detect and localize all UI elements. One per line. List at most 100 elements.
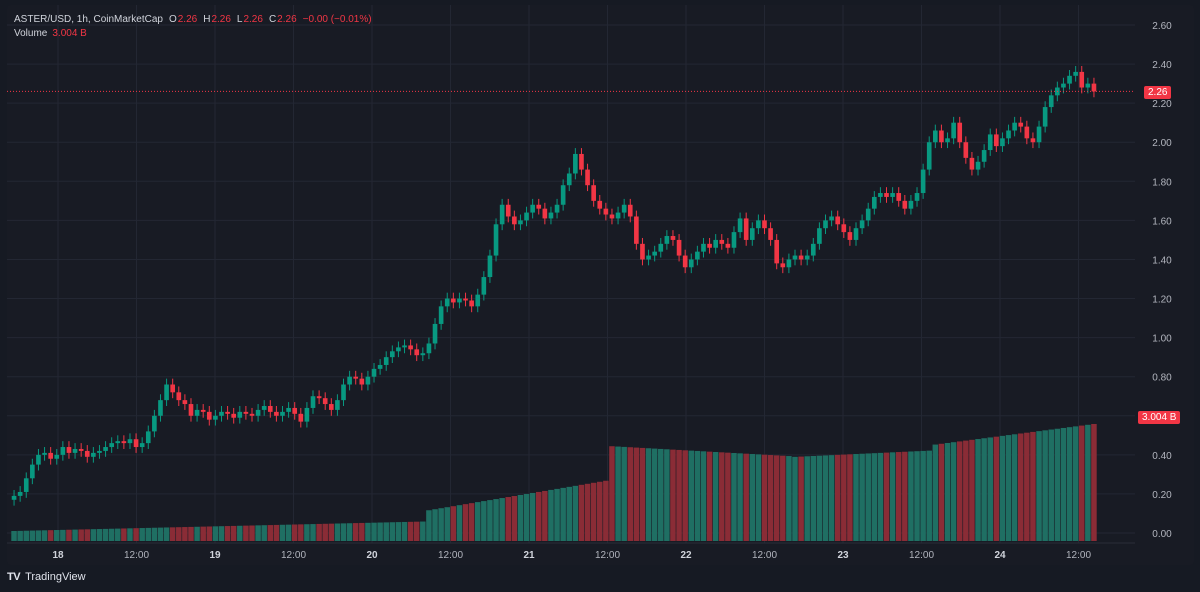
volume-bar [627,447,634,541]
chart-legend: ASTER/USD, 1h, CoinMarketCap O 2.26 H 2.26… [14,13,372,41]
tradingview-logo-icon: TV [7,571,21,583]
volume-bar [29,530,36,541]
volume-bar [316,523,322,541]
candle-body [438,306,444,324]
candle-body [139,443,145,448]
y-tick-label: 0.20 [1152,490,1172,501]
candle-body [402,345,407,348]
volume-bar [72,529,78,541]
volume-bar [66,529,72,541]
volume-bar [121,528,127,541]
volume-bar [712,451,719,541]
candle-body [164,384,169,401]
candle-body [481,277,487,295]
volume-bar [17,530,23,541]
candle-body [292,407,298,414]
candle-body [701,243,706,252]
legend-high-label: H [203,14,211,25]
candle-body [804,255,810,260]
volume-bar [163,527,170,541]
candle-body [810,243,816,256]
legend-open-label: O [168,14,177,25]
volume-bar [474,502,481,541]
volume-bar [102,528,109,541]
volume-bar [578,484,585,541]
candle-body [646,255,651,260]
volume-bar [749,454,756,541]
volume-bar [816,455,823,541]
x-tick-label: 24 [994,550,1006,561]
volume-bar [243,525,249,541]
volume-bar [743,453,749,541]
candle-body [768,228,773,240]
candle-body [304,407,310,422]
volume-bar [920,450,926,541]
chart-panel[interactable]: 2.60 2.40 2.20 2.00 1.80 1.60 1.40 1.20 1.00 0.80… [7,5,1194,565]
candle-body [542,208,548,219]
volume-bar [273,524,280,541]
y-tick-label: 0.40 [1152,451,1172,462]
candle-body [109,443,114,448]
candle-body [1006,130,1011,139]
volume-bar [902,451,908,541]
volume-bar [877,452,884,541]
volume-bar [157,527,164,541]
candle-body [432,323,438,344]
legend-volume-label[interactable]: Volume [14,28,48,39]
candle-body [859,220,865,229]
volume-bar [328,523,335,541]
candle-body [743,218,749,240]
candle-body [670,236,676,240]
x-tick-label: 12:00 [281,550,306,561]
candle-body [713,239,718,248]
candle-body [554,204,560,213]
candle-body [48,452,53,459]
volume-bar [285,524,292,541]
legend-close-value: 2.26 [277,14,297,25]
x-tick-label: 23 [837,550,849,561]
tradingview-branding[interactable]: TV TradingView [7,571,86,583]
candle-body [658,243,664,252]
legend-open-value: 2.26 [177,14,198,25]
candle-body [54,454,60,459]
volume-bar [938,443,945,541]
candle-body [11,495,17,500]
candle-body [444,298,450,307]
candle-body [640,243,645,260]
volume-bar [786,456,792,541]
volume-bar [139,528,145,541]
candle-body [84,450,90,457]
volume-badge: 3.004 B [1138,411,1181,424]
volume-bar [35,530,42,541]
candle-body [377,364,383,369]
candle-body [408,345,413,350]
candle-body [328,404,334,410]
volume-bar [169,527,176,541]
candle-body [493,224,499,256]
candle-body [347,376,352,385]
volume-bar [407,521,414,541]
chart-canvas[interactable]: 2.60 2.40 2.20 2.00 1.80 1.60 1.40 1.20 1.00 0.80… [7,5,1194,565]
volume-bar [841,454,847,541]
volume-bar [609,446,615,541]
volume-bar [176,527,182,541]
volume-bar [987,437,993,541]
volume-bar [889,452,896,541]
candle-body [847,232,853,240]
volume-bar [590,482,597,541]
candle-body [469,300,474,307]
candle-body [365,376,371,385]
volume-bar [535,491,542,541]
volume-bar [731,453,737,541]
volume-bar [438,508,444,541]
y-tick-label: 1.40 [1152,255,1172,266]
volume-bar [706,451,713,541]
y-tick-label: 1.20 [1152,295,1172,306]
volume-bar [108,528,115,541]
volume-bar [413,521,420,541]
legend-symbol[interactable]: ASTER/USD, 1h, CoinMarketCap [14,14,163,25]
volume-bar [822,455,829,541]
volume-bar [383,522,389,541]
candle-body [255,409,261,416]
volume-bar [834,454,841,541]
